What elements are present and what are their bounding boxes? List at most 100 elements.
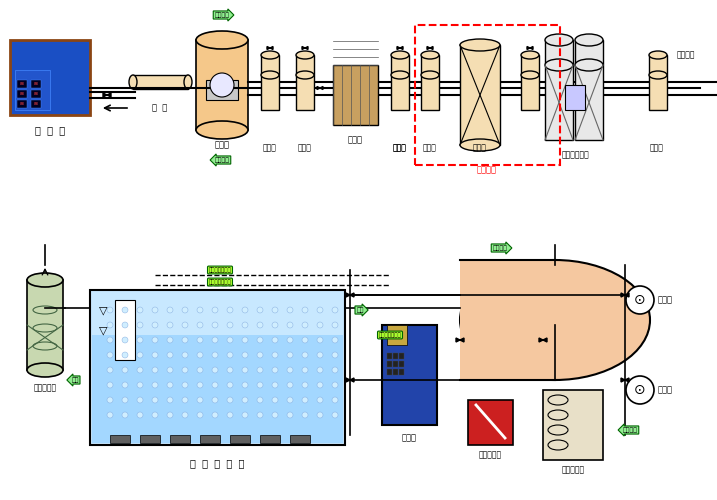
Circle shape bbox=[182, 397, 188, 403]
Text: 调节装置: 调节装置 bbox=[677, 50, 695, 59]
Text: 88: 88 bbox=[34, 102, 39, 106]
Polygon shape bbox=[302, 46, 308, 50]
Text: 冷却水出: 冷却水出 bbox=[493, 245, 508, 251]
Circle shape bbox=[212, 397, 218, 403]
Bar bbox=[387, 353, 392, 359]
Polygon shape bbox=[539, 338, 547, 342]
Ellipse shape bbox=[27, 273, 63, 287]
Bar bbox=[90, 290, 345, 445]
Ellipse shape bbox=[545, 34, 573, 46]
Polygon shape bbox=[346, 293, 354, 297]
Text: 在线臭氧检测器: 在线臭氧检测器 bbox=[209, 279, 232, 285]
Circle shape bbox=[152, 322, 158, 328]
Circle shape bbox=[122, 352, 128, 358]
Circle shape bbox=[242, 382, 248, 388]
Polygon shape bbox=[397, 46, 403, 50]
Bar bbox=[290, 435, 310, 443]
Circle shape bbox=[287, 322, 293, 328]
Ellipse shape bbox=[196, 121, 248, 139]
Ellipse shape bbox=[545, 59, 573, 71]
Circle shape bbox=[152, 367, 158, 373]
Circle shape bbox=[332, 412, 338, 418]
Ellipse shape bbox=[649, 51, 667, 59]
Circle shape bbox=[167, 337, 173, 343]
Circle shape bbox=[122, 367, 128, 373]
Circle shape bbox=[212, 322, 218, 328]
Circle shape bbox=[122, 337, 128, 343]
Bar bbox=[399, 369, 404, 375]
Circle shape bbox=[257, 337, 263, 343]
Circle shape bbox=[137, 382, 143, 388]
Circle shape bbox=[302, 307, 308, 313]
Text: 过滤器: 过滤器 bbox=[298, 144, 312, 152]
Circle shape bbox=[182, 337, 188, 343]
Circle shape bbox=[197, 337, 203, 343]
Bar bbox=[115, 300, 135, 360]
Circle shape bbox=[152, 382, 158, 388]
Circle shape bbox=[302, 397, 308, 403]
Circle shape bbox=[626, 376, 654, 404]
Bar bbox=[399, 353, 404, 359]
Circle shape bbox=[167, 352, 173, 358]
Bar bbox=[399, 361, 404, 367]
Bar bbox=[206, 80, 238, 100]
Bar bbox=[382, 325, 437, 425]
Bar bbox=[575, 40, 603, 140]
Text: 过滤器: 过滤器 bbox=[423, 144, 437, 152]
Text: 可选择项: 可选择项 bbox=[477, 166, 497, 174]
Circle shape bbox=[317, 382, 323, 388]
Bar bbox=[393, 361, 398, 367]
Circle shape bbox=[122, 397, 128, 403]
Circle shape bbox=[227, 307, 233, 313]
Circle shape bbox=[302, 382, 308, 388]
Ellipse shape bbox=[521, 71, 539, 79]
Ellipse shape bbox=[391, 71, 409, 79]
Circle shape bbox=[272, 382, 278, 388]
Text: 过滤器: 过滤器 bbox=[650, 144, 664, 152]
Bar bbox=[196, 40, 248, 130]
Bar bbox=[387, 369, 392, 375]
Bar bbox=[387, 361, 392, 367]
Text: 在线臭氧检测器: 在线臭氧检测器 bbox=[379, 332, 402, 338]
Circle shape bbox=[302, 412, 308, 418]
Circle shape bbox=[242, 397, 248, 403]
Circle shape bbox=[107, 307, 113, 313]
Circle shape bbox=[287, 307, 293, 313]
Circle shape bbox=[272, 307, 278, 313]
Bar bbox=[260, 435, 280, 443]
Circle shape bbox=[137, 337, 143, 343]
Circle shape bbox=[227, 352, 233, 358]
Circle shape bbox=[317, 322, 323, 328]
Circle shape bbox=[257, 382, 263, 388]
Circle shape bbox=[257, 352, 263, 358]
Bar bbox=[31, 80, 41, 88]
Circle shape bbox=[272, 397, 278, 403]
Text: 过滤器: 过滤器 bbox=[263, 144, 277, 152]
Text: ⊙: ⊙ bbox=[635, 293, 646, 307]
Circle shape bbox=[137, 367, 143, 373]
Circle shape bbox=[107, 337, 113, 343]
Text: 冷却水进: 冷却水进 bbox=[622, 427, 637, 433]
Bar bbox=[27, 280, 63, 370]
Text: 88: 88 bbox=[19, 82, 24, 86]
Circle shape bbox=[107, 367, 113, 373]
Polygon shape bbox=[621, 293, 629, 297]
Text: 88: 88 bbox=[34, 82, 39, 86]
Bar bbox=[15, 70, 50, 110]
Ellipse shape bbox=[421, 51, 439, 59]
Polygon shape bbox=[103, 93, 111, 97]
Polygon shape bbox=[346, 378, 354, 382]
Circle shape bbox=[287, 412, 293, 418]
Circle shape bbox=[122, 412, 128, 418]
Bar bbox=[140, 435, 160, 443]
Circle shape bbox=[122, 307, 128, 313]
Text: 冷却水出: 冷却水出 bbox=[214, 12, 229, 18]
Polygon shape bbox=[621, 378, 629, 382]
Circle shape bbox=[137, 397, 143, 403]
Bar bbox=[10, 40, 90, 115]
Circle shape bbox=[257, 322, 263, 328]
Bar bbox=[333, 65, 378, 125]
Text: ⊙: ⊙ bbox=[635, 383, 646, 397]
Text: 臭氧分解塔: 臭氧分解塔 bbox=[34, 384, 57, 392]
Ellipse shape bbox=[261, 71, 279, 79]
